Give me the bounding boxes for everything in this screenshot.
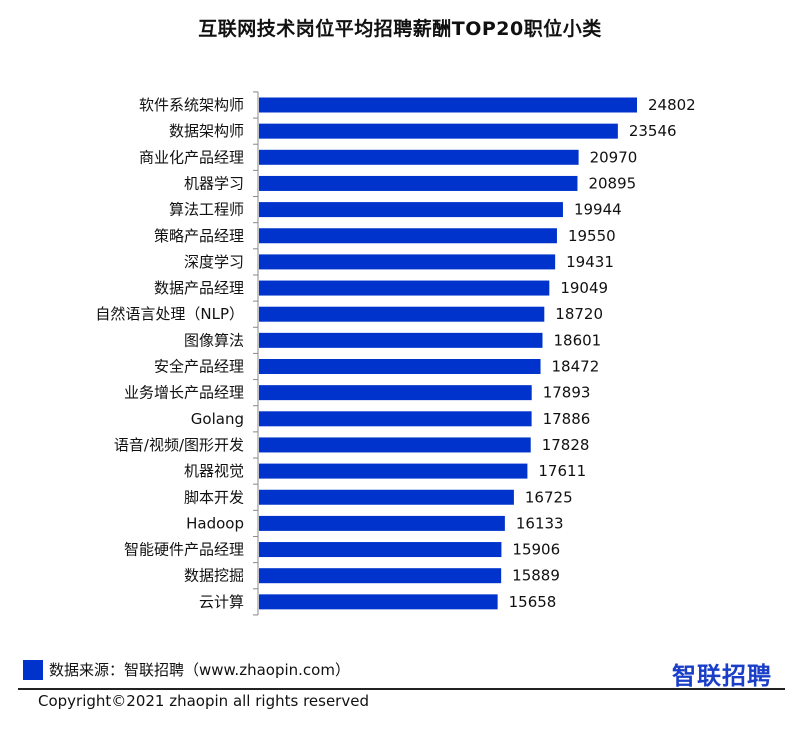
bar [259, 149, 579, 165]
category-label: 云计算 [199, 593, 244, 611]
value-label: 18601 [553, 331, 601, 349]
category-label: 软件系统架构师 [139, 96, 244, 114]
value-label: 19431 [566, 253, 614, 271]
category-label: 商业化产品经理 [139, 148, 244, 166]
bar [259, 463, 528, 479]
bar [259, 542, 502, 558]
category-label: 自然语言处理（NLP） [95, 305, 244, 323]
value-label: 20970 [590, 148, 638, 166]
category-label: 数据产品经理 [154, 279, 244, 297]
value-label: 17886 [543, 410, 591, 428]
category-label: 智能硬件产品经理 [124, 541, 244, 559]
bar [259, 280, 550, 296]
category-label: 业务增长产品经理 [124, 384, 244, 402]
bar-chart: 软件系统架构师 24802 数据架构师 23546 商业化产品经理 20970 机器学习 20… [95, 91, 696, 616]
value-label: 19049 [560, 279, 608, 297]
bar [259, 489, 514, 505]
category-label: 安全产品经理 [154, 358, 244, 376]
bar [259, 359, 541, 374]
category-label: 策略产品经理 [154, 227, 244, 245]
bar [259, 385, 532, 401]
category-label: Hadoop [186, 514, 244, 532]
category-label: 机器视觉 [184, 462, 244, 480]
data-source: 数据来源：智联招聘（www.zhaopin.com） [23, 659, 350, 680]
value-label: 19944 [574, 201, 622, 219]
bar [259, 254, 556, 270]
bar [259, 306, 545, 322]
category-label: 算法工程师 [169, 201, 244, 219]
value-label: 24802 [648, 96, 696, 114]
value-label: 18472 [552, 358, 600, 376]
value-label: 16725 [525, 488, 573, 506]
value-label: 15906 [512, 541, 560, 559]
source-marker-icon [23, 659, 43, 680]
bar [259, 228, 557, 244]
category-label: 数据挖掘 [184, 567, 244, 585]
category-label: 数据架构师 [169, 122, 244, 140]
category-label: 深度学习 [184, 253, 244, 271]
value-label: 17828 [542, 436, 590, 454]
copyright-text: Copyright©2021 zhaopin all rights reserv… [38, 692, 369, 710]
bar [259, 202, 563, 218]
bar [259, 594, 498, 610]
value-label: 18720 [555, 305, 603, 323]
value-label: 15658 [509, 593, 557, 611]
value-label: 16133 [516, 514, 564, 532]
value-label: 17611 [538, 462, 586, 480]
bar [259, 332, 543, 348]
footer-divider [18, 688, 785, 690]
chart-title: 互联网技术岗位平均招聘薪酬TOP20职位小类 [198, 18, 602, 40]
category-label: 图像算法 [184, 331, 244, 349]
bar [259, 515, 505, 531]
zhaopin-logo: 智联招聘 [672, 662, 772, 690]
bar [259, 123, 618, 139]
bar [259, 175, 578, 191]
value-label: 17893 [543, 384, 591, 402]
category-label: 语音/视频/图形开发 [114, 436, 244, 454]
category-label: 机器学习 [184, 174, 244, 192]
value-label: 20895 [588, 174, 636, 192]
data-source-text: 数据来源：智联招聘（www.zhaopin.com） [49, 661, 350, 679]
bar [259, 568, 502, 584]
value-label: 15889 [512, 567, 560, 585]
category-label: 脚本开发 [184, 488, 244, 506]
bar [259, 437, 531, 453]
value-label: 19550 [568, 227, 616, 245]
value-label: 23546 [629, 122, 677, 140]
category-label: Golang [191, 410, 244, 428]
bar [259, 97, 637, 113]
bar [259, 411, 532, 427]
